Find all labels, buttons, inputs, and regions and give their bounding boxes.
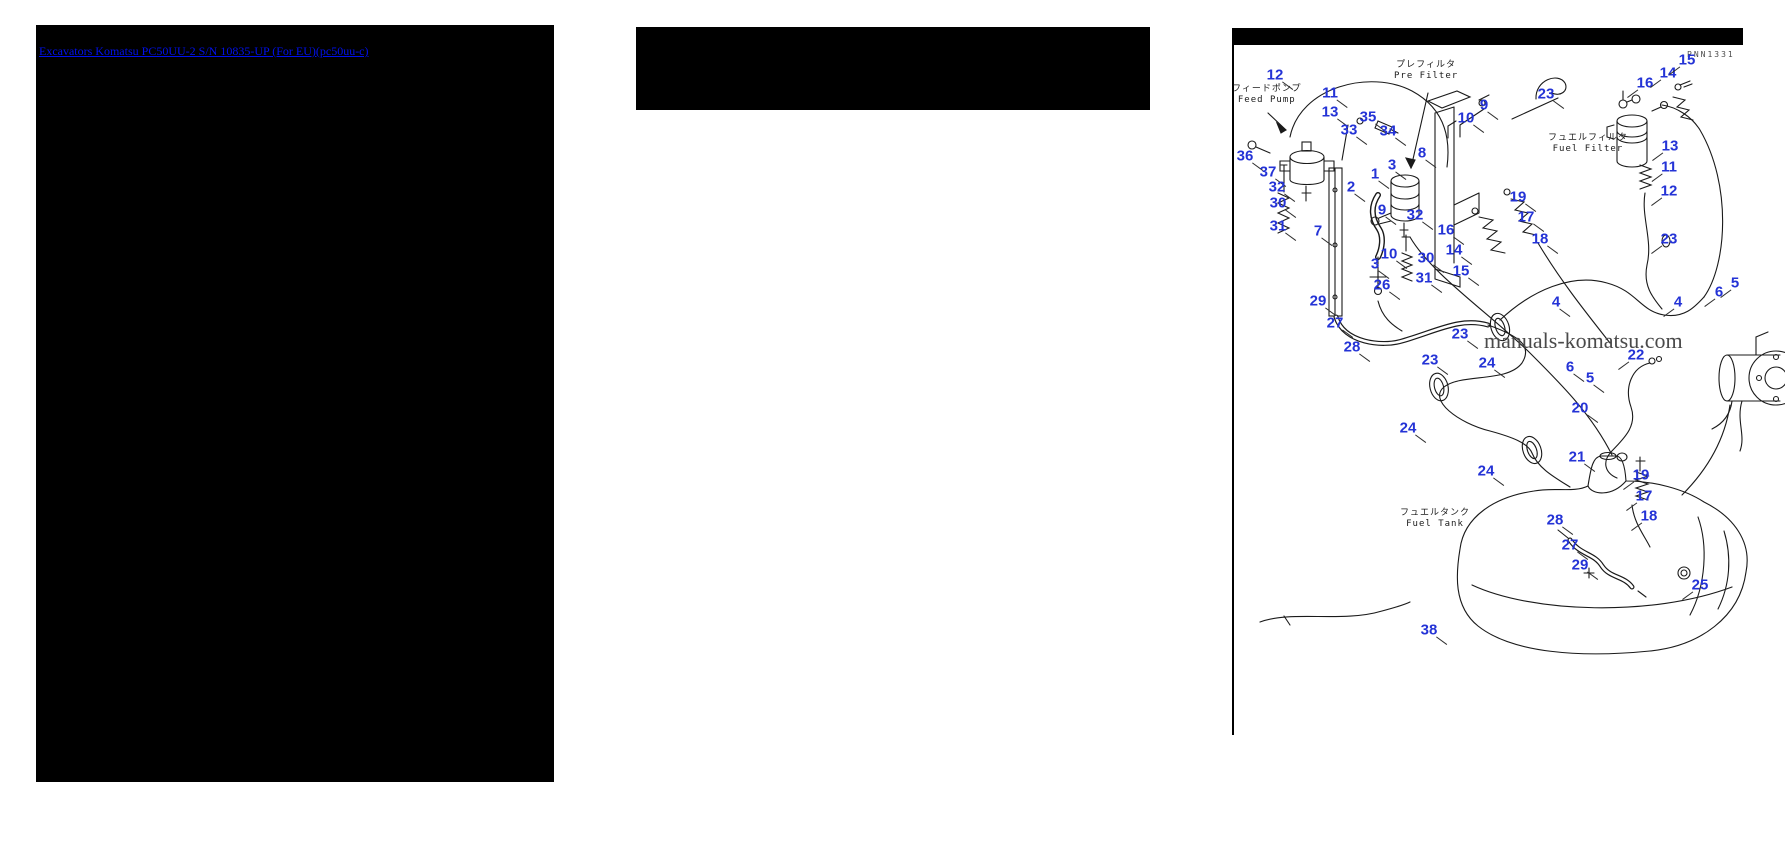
callout-11: 11 xyxy=(1322,84,1338,102)
callout-8: 8 xyxy=(1417,144,1427,162)
callout-27: 27 xyxy=(1561,536,1579,554)
callout-32: 32 xyxy=(1406,206,1424,224)
callout-13: 13 xyxy=(1321,103,1339,121)
callout-37: 37 xyxy=(1259,163,1277,181)
callout-29: 29 xyxy=(1309,292,1327,310)
breadcrumb-model-link[interactable]: Excavators Komatsu PC50UU-2 S/N 10835-UP… xyxy=(39,44,369,58)
callout-32: 32 xyxy=(1268,178,1286,196)
callout-24: 24 xyxy=(1478,354,1496,372)
part-label-fuel-filter: フュエルフィルタ Fuel Filter xyxy=(1548,133,1628,154)
callout-5: 5 xyxy=(1585,369,1595,387)
callout-30: 30 xyxy=(1269,194,1287,212)
callout-3: 3 xyxy=(1370,255,1380,273)
callout-7: 7 xyxy=(1313,222,1323,240)
callout-11: 11 xyxy=(1661,158,1677,176)
callout-12: 12 xyxy=(1266,66,1284,84)
callout-10: 10 xyxy=(1457,109,1475,127)
diagram-left-border xyxy=(1232,28,1234,735)
page-preview-image: Excavators Komatsu PC50UU-2 S/N 10835-UP… xyxy=(36,25,554,782)
callout-28: 28 xyxy=(1546,511,1564,529)
callout-10: 10 xyxy=(1380,245,1398,263)
callout-31: 31 xyxy=(1415,269,1433,287)
callout-14: 14 xyxy=(1659,64,1677,82)
banner-image xyxy=(636,27,1150,110)
callout-18: 18 xyxy=(1531,230,1549,248)
callout-25: 25 xyxy=(1691,576,1709,594)
callout-9: 9 xyxy=(1377,201,1387,219)
callout-23: 23 xyxy=(1660,230,1678,248)
callout-38: 38 xyxy=(1420,621,1438,639)
callout-21: 21 xyxy=(1568,448,1586,466)
callout-6: 6 xyxy=(1565,358,1575,376)
diagram-top-bar xyxy=(1232,28,1743,45)
parts-diagram: PNN1331 manuals-komatsu.com プレフィルタ Pre Fi… xyxy=(1232,25,1785,760)
callout-17: 17 xyxy=(1517,208,1535,226)
callout-6: 6 xyxy=(1714,283,1724,301)
callout-23: 23 xyxy=(1451,325,1469,343)
callout-36: 36 xyxy=(1236,147,1254,165)
callout-23: 23 xyxy=(1421,351,1439,369)
callout-13: 13 xyxy=(1661,137,1679,155)
diagram-artwork xyxy=(1247,77,1785,655)
callout-22: 22 xyxy=(1627,346,1645,364)
callout-2: 2 xyxy=(1346,178,1356,196)
callout-16: 16 xyxy=(1636,74,1654,92)
callout-16: 16 xyxy=(1437,221,1455,239)
callout-31: 31 xyxy=(1269,217,1287,235)
callout-33: 33 xyxy=(1340,121,1358,139)
part-label-fuel-tank: フュエルタンク Fuel Tank xyxy=(1400,508,1471,529)
callout-30: 30 xyxy=(1417,249,1435,267)
callout-14: 14 xyxy=(1445,241,1463,259)
callout-28: 28 xyxy=(1343,338,1361,356)
callout-3: 3 xyxy=(1387,156,1397,174)
callout-19: 19 xyxy=(1632,466,1650,484)
callout-18: 18 xyxy=(1640,507,1658,525)
callout-27: 27 xyxy=(1326,314,1344,332)
callout-4: 4 xyxy=(1673,293,1683,311)
callout-9: 9 xyxy=(1479,96,1489,114)
callout-24: 24 xyxy=(1399,419,1417,437)
callout-24: 24 xyxy=(1477,462,1495,480)
callout-1: 1 xyxy=(1370,165,1380,183)
callout-15: 15 xyxy=(1452,262,1470,280)
callout-35: 35 xyxy=(1359,108,1377,126)
part-label-pre-filter: プレフィルタ Pre Filter xyxy=(1394,60,1459,81)
callout-4: 4 xyxy=(1551,293,1561,311)
callout-34: 34 xyxy=(1379,122,1397,140)
callout-12: 12 xyxy=(1660,182,1678,200)
callout-19: 19 xyxy=(1509,188,1527,206)
watermark-text: manuals-komatsu.com xyxy=(1484,328,1683,353)
callout-5: 5 xyxy=(1730,274,1740,292)
callout-17: 17 xyxy=(1635,487,1653,505)
callout-20: 20 xyxy=(1571,399,1589,417)
callout-15: 15 xyxy=(1678,51,1696,69)
callout-26: 26 xyxy=(1373,276,1391,294)
callout-29: 29 xyxy=(1571,556,1589,574)
part-label-feed-pump: フィードポンプ Feed Pump xyxy=(1232,84,1302,105)
callout-23: 23 xyxy=(1537,85,1555,103)
drawing-number: PNN1331 xyxy=(1687,50,1735,59)
